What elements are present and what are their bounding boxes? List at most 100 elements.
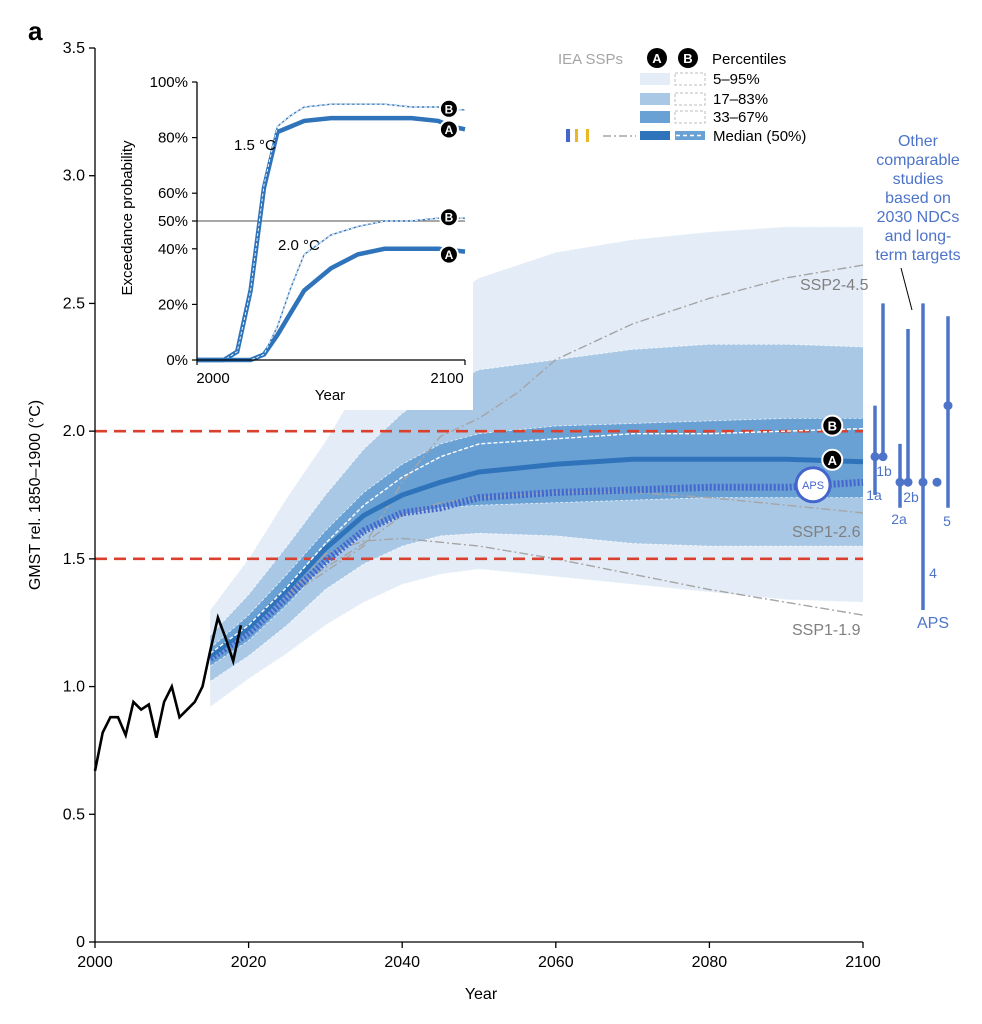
legend-aps-swatch-yellow-2 xyxy=(586,129,589,142)
study-label-2a: 2a xyxy=(891,511,907,527)
band-1-lower-dashed xyxy=(209,532,863,682)
legend-swatch-33-67 xyxy=(640,111,670,123)
inset-y-tick-label: 100% xyxy=(150,74,188,91)
study-median-1a xyxy=(870,452,880,462)
ssp-line-1 xyxy=(286,491,864,593)
study-label-5: 5 xyxy=(943,513,951,529)
main-y-tick-label: 2.5 xyxy=(63,295,85,312)
svg-text:A: A xyxy=(652,51,662,66)
study-label-4: 4 xyxy=(929,565,937,581)
main-x-tick-label: 2100 xyxy=(845,954,881,971)
legend-iea-ssps: IEA SSPs xyxy=(558,51,623,68)
inset-badge-a-15: A xyxy=(438,119,459,140)
main-y-tick-label: 1.5 xyxy=(63,551,85,568)
inset-y-tick-label: 40% xyxy=(158,241,188,258)
main-x-tick-label: 2060 xyxy=(538,954,574,971)
inset-annotation-2-0: 2.0 °C xyxy=(278,237,320,254)
inset-y-tick-label: 0% xyxy=(166,352,188,369)
svg-text:A: A xyxy=(828,453,838,468)
inset-x-tick-label: 2100 xyxy=(430,370,463,387)
legend-swatch-33-67-dashed xyxy=(674,110,706,124)
band-2 xyxy=(210,418,863,667)
legend-swatch-5-95 xyxy=(640,73,670,85)
svg-text:A: A xyxy=(445,123,454,137)
main-x-tick-label: 2020 xyxy=(231,954,267,971)
legend-swatch-17-83-dashed xyxy=(674,92,706,106)
historical-line xyxy=(93,613,243,772)
study-median-5 xyxy=(943,401,953,411)
ssp2-4-5-label: SSP2-4.5 xyxy=(800,277,869,294)
ssp1-1-9-label: SSP1-1.9 xyxy=(792,622,861,639)
legend-aps-swatch-blue xyxy=(566,129,570,142)
svg-text:B: B xyxy=(828,419,837,434)
inset-x-tick-label: 2000 xyxy=(196,370,229,387)
inset-y-axis-label: Exceedance probability xyxy=(119,140,136,296)
aps-marker: APS xyxy=(794,466,832,504)
legend-aps-swatch-yellow-1 xyxy=(575,129,578,142)
svg-text:based on: based on xyxy=(885,190,951,207)
series-b xyxy=(209,427,864,654)
inset-y-tick-label: 80% xyxy=(158,130,188,147)
svg-text:B: B xyxy=(445,102,454,116)
main-y-tick-label: 3.5 xyxy=(63,40,85,57)
inset-badge-b-15: B xyxy=(438,98,459,119)
series-a xyxy=(208,456,864,658)
legend-label-5-95: 5–95% xyxy=(713,71,760,88)
inset-badge-a-20: A xyxy=(438,244,459,265)
study-median-4 xyxy=(918,477,928,487)
inset-y-tick-label: 60% xyxy=(158,185,188,202)
ssp1-2-6-label: SSP1-2.6 xyxy=(792,524,861,541)
main-x-tick-label: 2040 xyxy=(384,954,420,971)
main-y-axis-label: GMST rel. 1850–1900 (°C) xyxy=(27,400,44,590)
svg-text:B: B xyxy=(683,51,692,66)
band-2-upper-dashed xyxy=(209,418,863,649)
main-y-tick-label: 3.0 xyxy=(63,168,85,185)
study-median-2a xyxy=(895,477,905,487)
main-x-axis-label: Year xyxy=(465,986,498,1003)
legend-swatch-17-83 xyxy=(640,93,670,105)
legend-percentiles: Percentiles xyxy=(712,51,786,68)
study-median-APS xyxy=(932,477,942,487)
legend: IEA SSPs A B Percentiles 5–95% 17–83% 33… xyxy=(558,48,806,145)
svg-text:studies: studies xyxy=(893,171,944,188)
study-label-APS: APS xyxy=(917,615,949,632)
svg-text:2030 NDCs: 2030 NDCs xyxy=(877,209,960,226)
svg-text:APS: APS xyxy=(802,480,824,492)
svg-text:B: B xyxy=(445,211,454,225)
main-badge-b: B xyxy=(821,414,844,437)
svg-text:Other: Other xyxy=(898,133,939,150)
series-aps xyxy=(208,478,864,662)
legend-label-17-83: 17–83% xyxy=(713,91,768,108)
inset-series-1-dash xyxy=(197,103,465,361)
main-y-tick-label: 1.0 xyxy=(63,679,85,696)
other-studies-note: Other comparable studies based on 2030 N… xyxy=(875,133,960,264)
study-label-1b: 1b xyxy=(876,463,892,479)
main-y-tick-label: 0.5 xyxy=(63,806,85,823)
legend-badge-a: A xyxy=(647,48,667,68)
legend-label-33-67: 33–67% xyxy=(713,109,768,126)
main-y-tick-label: 0 xyxy=(76,934,85,951)
legend-label-median: Median (50%) xyxy=(713,128,806,145)
main-badge-a: A xyxy=(821,448,844,471)
svg-text:comparable: comparable xyxy=(876,152,960,169)
study-label-1a: 1a xyxy=(866,487,882,503)
study-median-2b xyxy=(903,477,913,487)
svg-text:A: A xyxy=(445,248,454,262)
main-y-tick-label: 2.0 xyxy=(63,423,85,440)
main-x-tick-label: 2080 xyxy=(692,954,728,971)
study-label-2b: 2b xyxy=(903,489,919,505)
inset-annotation-1-5: 1.5 °C xyxy=(234,137,276,154)
inset-y-tick-label: 50% xyxy=(158,213,188,230)
other-studies-pointer xyxy=(900,267,913,311)
main-x-tick-label: 2000 xyxy=(77,954,113,971)
inset-series-3-dash xyxy=(197,217,465,361)
legend-swatch-5-95-dashed xyxy=(674,72,706,86)
panel-label: a xyxy=(28,16,43,46)
legend-badge-b: B xyxy=(678,48,698,68)
legend-median-a-line xyxy=(640,131,670,140)
study-median-1b xyxy=(878,452,888,462)
svg-text:and long-: and long- xyxy=(885,228,952,245)
